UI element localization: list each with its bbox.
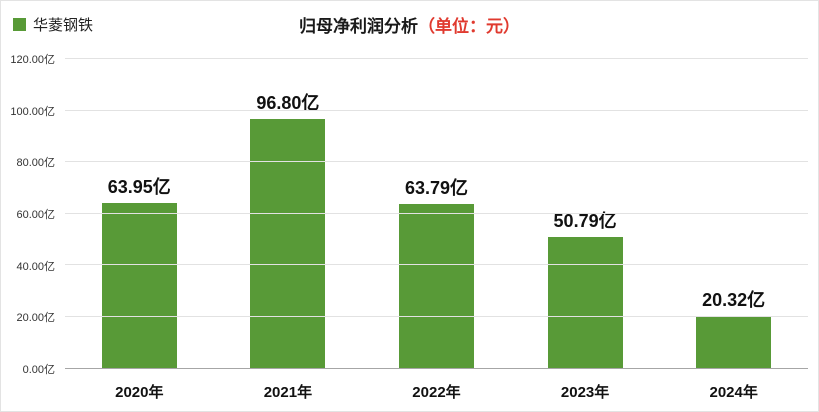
bar-group: 63.79亿	[362, 59, 511, 368]
gridline	[65, 264, 808, 265]
x-axis-label: 2021年	[263, 383, 313, 401]
bar-value-label: 20.32亿	[702, 289, 766, 310]
bar	[101, 203, 177, 368]
bar-value-label: 50.79亿	[553, 211, 617, 232]
bar-group: 63.95亿	[65, 59, 214, 368]
chart-title: 归母净利润分析（单位：元）	[1, 12, 818, 37]
x-axis-label: 2022年	[412, 383, 461, 401]
y-tick-label: 40.00亿	[16, 260, 55, 273]
gridline	[65, 109, 808, 111]
y-tick-label: 80.00亿	[16, 157, 55, 170]
bar	[398, 203, 474, 368]
y-tick-label: 20.00亿	[16, 312, 55, 325]
x-axis-label: 2020年	[115, 383, 164, 401]
bar-value-label: 96.80亿	[256, 92, 320, 113]
legend-label: 华菱钢铁	[33, 17, 94, 34]
gridline	[65, 212, 808, 214]
y-tick-label: 0.00亿	[22, 364, 55, 376]
gridline	[65, 58, 808, 59]
y-tick-label: 60.00亿	[16, 209, 55, 221]
bar	[547, 237, 623, 368]
x-axis-label: 2023年	[560, 383, 610, 401]
y-tick-label: 100.00亿	[10, 105, 55, 118]
bar	[250, 118, 326, 368]
bar-group: 50.79亿	[511, 59, 660, 368]
legend-item[interactable]: 华菱钢铁	[13, 14, 93, 35]
bar-value-label: 63.95亿	[107, 177, 171, 198]
y-tick-label: 120.00亿	[10, 54, 55, 66]
legend-swatch	[13, 18, 26, 31]
plot-area: 63.95亿 96.80亿 63.79亿 50.79亿 20.32亿	[65, 58, 808, 369]
bars: 63.95亿 96.80亿 63.79亿 50.79亿 20.32亿	[65, 59, 808, 368]
chart-title-main: 归母净利润分析	[299, 17, 418, 36]
x-axis-label: 2024年	[709, 383, 758, 401]
gridline	[65, 161, 808, 162]
y-axis: 0.00亿 20.00亿 40.00亿 60.00亿 80.00亿 100.00亿 120.…	[1, 54, 59, 376]
gridline	[65, 315, 808, 317]
bar-group: 96.80亿	[214, 59, 363, 368]
bar-value-label: 63.79亿	[404, 177, 468, 198]
x-axis: 2020年 2021年 2022年 2023年 2024年	[65, 371, 808, 411]
bar	[696, 315, 772, 368]
bar-group: 20.32亿	[659, 59, 808, 368]
chart-title-unit: （单位：元）	[418, 17, 520, 36]
